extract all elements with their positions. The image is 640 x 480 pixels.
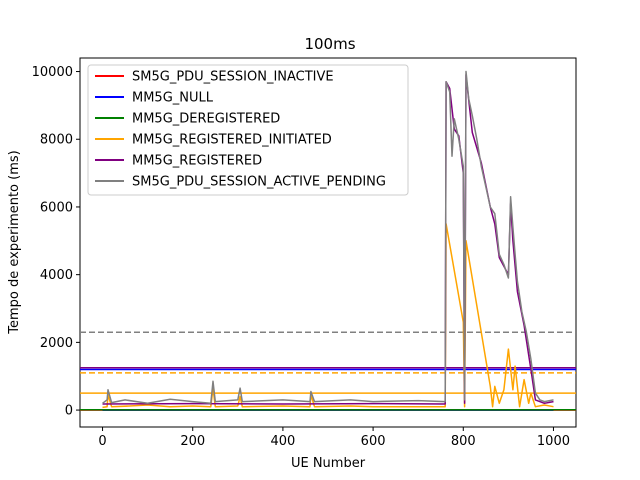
y-tick-label: 0 bbox=[65, 404, 73, 419]
legend-label: SM5G_PDU_SESSION_INACTIVE bbox=[132, 70, 334, 85]
series-line-mm5g-registered-initiated bbox=[102, 223, 554, 409]
legend-box bbox=[87, 64, 409, 196]
legend: SM5G_PDU_SESSION_INACTIVE MM5G_NULL MM5G_D… bbox=[87, 64, 409, 196]
axes-frame bbox=[79, 57, 577, 428]
series-lines bbox=[102, 70, 554, 411]
x-tick-label: 600 bbox=[361, 434, 386, 449]
legend-label: MM5G_REGISTERED bbox=[132, 154, 262, 169]
y-axis-ticks: 0 2000 4000 6000 8000 10000 bbox=[32, 65, 80, 419]
x-tick-label: 400 bbox=[270, 434, 295, 449]
y-tick-label: 8000 bbox=[40, 133, 73, 148]
legend-label: SM5G_PDU_SESSION_ACTIVE_PENDING bbox=[132, 175, 386, 190]
legend-label: MM5G_DEREGISTERED bbox=[132, 112, 280, 127]
plot-area bbox=[79, 57, 577, 428]
series-line-sm5g-pdu-session-active-pending bbox=[102, 70, 554, 405]
y-tick-label: 10000 bbox=[32, 65, 73, 80]
x-tick-label: 200 bbox=[180, 434, 205, 449]
legend-label: MM5G_REGISTERED_INITIATED bbox=[132, 133, 332, 148]
x-axis-label: UE Number bbox=[291, 456, 366, 471]
y-axis-label: Tempo de experimento (ms) bbox=[7, 150, 22, 334]
y-tick-label: 4000 bbox=[40, 268, 73, 283]
chart-title: 100ms bbox=[304, 35, 355, 53]
legend-label: MM5G_NULL bbox=[132, 91, 214, 106]
x-tick-label: 800 bbox=[451, 434, 476, 449]
x-tick-label: 0 bbox=[98, 434, 106, 449]
x-tick-label: 1000 bbox=[537, 434, 570, 449]
x-axis-ticks: 0 200 400 600 800 1000 bbox=[98, 427, 570, 449]
y-tick-label: 6000 bbox=[40, 200, 73, 215]
y-tick-label: 2000 bbox=[40, 336, 73, 351]
